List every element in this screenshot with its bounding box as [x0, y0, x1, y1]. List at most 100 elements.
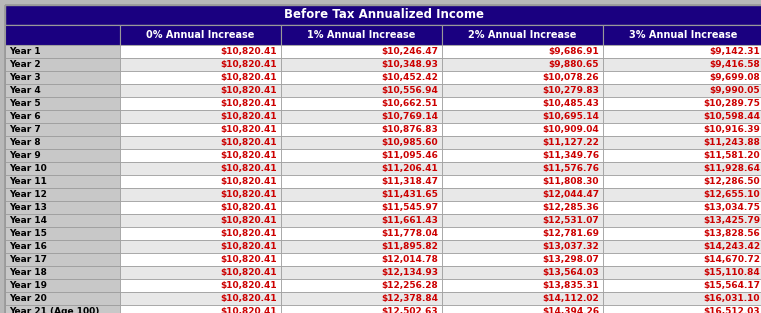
Bar	[281, 25, 442, 45]
Bar	[603, 253, 761, 266]
Text: Year 5: Year 5	[9, 99, 40, 108]
Bar	[442, 214, 603, 227]
Text: $12,531.07: $12,531.07	[543, 216, 599, 225]
Text: Before Tax Annualized Income: Before Tax Annualized Income	[285, 8, 485, 22]
Text: $10,556.94: $10,556.94	[381, 86, 438, 95]
Text: $10,820.41: $10,820.41	[221, 307, 277, 313]
Text: $10,820.41: $10,820.41	[221, 190, 277, 199]
Bar	[120, 84, 281, 97]
Bar	[603, 110, 761, 123]
Text: Year 7: Year 7	[9, 125, 41, 134]
Bar	[120, 162, 281, 175]
Bar	[442, 149, 603, 162]
Text: $11,095.46: $11,095.46	[381, 151, 438, 160]
Text: Year 9: Year 9	[9, 151, 41, 160]
Bar	[603, 97, 761, 110]
Text: $10,769.14: $10,769.14	[381, 112, 438, 121]
Text: $10,820.41: $10,820.41	[221, 99, 277, 108]
Bar	[120, 201, 281, 214]
Bar	[120, 240, 281, 253]
Bar	[5, 45, 120, 58]
Text: $10,820.41: $10,820.41	[221, 229, 277, 238]
Text: $11,318.47: $11,318.47	[381, 177, 438, 186]
Bar	[281, 253, 442, 266]
Text: Year 6: Year 6	[9, 112, 40, 121]
Text: $12,378.84: $12,378.84	[381, 294, 438, 303]
Bar	[281, 58, 442, 71]
Text: $9,880.65: $9,880.65	[549, 60, 599, 69]
Bar	[5, 253, 120, 266]
Text: Year 19: Year 19	[9, 281, 47, 290]
Text: Year 8: Year 8	[9, 138, 40, 147]
Text: Year 16: Year 16	[9, 242, 47, 251]
Text: $10,820.41: $10,820.41	[221, 216, 277, 225]
Bar	[5, 25, 120, 45]
Bar	[281, 45, 442, 58]
Text: $10,820.41: $10,820.41	[221, 242, 277, 251]
Text: $9,699.08: $9,699.08	[709, 73, 760, 82]
Bar	[281, 279, 442, 292]
Text: $9,142.31: $9,142.31	[709, 47, 760, 56]
Bar	[442, 279, 603, 292]
Text: $10,279.83: $10,279.83	[542, 86, 599, 95]
Bar	[603, 227, 761, 240]
Text: $10,289.75: $10,289.75	[703, 99, 760, 108]
Bar	[120, 25, 281, 45]
Text: $10,348.93: $10,348.93	[381, 60, 438, 69]
Bar	[442, 201, 603, 214]
Text: Year 18: Year 18	[9, 268, 47, 277]
Bar	[5, 279, 120, 292]
Bar	[5, 266, 120, 279]
Text: $10,820.41: $10,820.41	[221, 60, 277, 69]
Bar	[281, 97, 442, 110]
Bar	[281, 123, 442, 136]
Bar	[5, 214, 120, 227]
Bar	[603, 136, 761, 149]
Text: $15,564.17: $15,564.17	[703, 281, 760, 290]
Text: $10,820.41: $10,820.41	[221, 73, 277, 82]
Bar	[603, 45, 761, 58]
Bar	[120, 136, 281, 149]
Text: $9,990.05: $9,990.05	[709, 86, 760, 95]
Bar	[281, 136, 442, 149]
Text: $12,256.28: $12,256.28	[381, 281, 438, 290]
Bar	[5, 84, 120, 97]
Bar	[281, 110, 442, 123]
Bar	[442, 45, 603, 58]
Text: $13,425.79: $13,425.79	[703, 216, 760, 225]
Bar	[281, 227, 442, 240]
Bar	[442, 58, 603, 71]
Bar	[5, 71, 120, 84]
Text: $10,820.41: $10,820.41	[221, 177, 277, 186]
Bar	[603, 162, 761, 175]
Bar	[281, 292, 442, 305]
Text: Year 15: Year 15	[9, 229, 47, 238]
Text: $13,298.07: $13,298.07	[542, 255, 599, 264]
Bar	[5, 175, 120, 188]
Bar	[603, 149, 761, 162]
Bar	[120, 279, 281, 292]
Bar	[603, 240, 761, 253]
Bar	[281, 71, 442, 84]
Bar	[442, 188, 603, 201]
Bar	[120, 305, 281, 313]
Bar	[442, 266, 603, 279]
Bar	[281, 305, 442, 313]
Bar	[442, 240, 603, 253]
Text: $10,246.47: $10,246.47	[381, 47, 438, 56]
Text: $10,876.83: $10,876.83	[381, 125, 438, 134]
Text: $10,820.41: $10,820.41	[221, 151, 277, 160]
Text: $10,820.41: $10,820.41	[221, 112, 277, 121]
Text: $16,031.10: $16,031.10	[703, 294, 760, 303]
Text: $15,110.84: $15,110.84	[703, 268, 760, 277]
Text: $11,661.43: $11,661.43	[381, 216, 438, 225]
Bar	[603, 266, 761, 279]
Text: 2% Annual Increase: 2% Annual Increase	[468, 30, 577, 40]
Bar	[442, 123, 603, 136]
Bar	[5, 149, 120, 162]
Text: $10,909.04: $10,909.04	[543, 125, 599, 134]
Text: $11,928.64: $11,928.64	[703, 164, 760, 173]
Bar	[442, 227, 603, 240]
Text: $10,485.43: $10,485.43	[542, 99, 599, 108]
Text: Year 4: Year 4	[9, 86, 41, 95]
